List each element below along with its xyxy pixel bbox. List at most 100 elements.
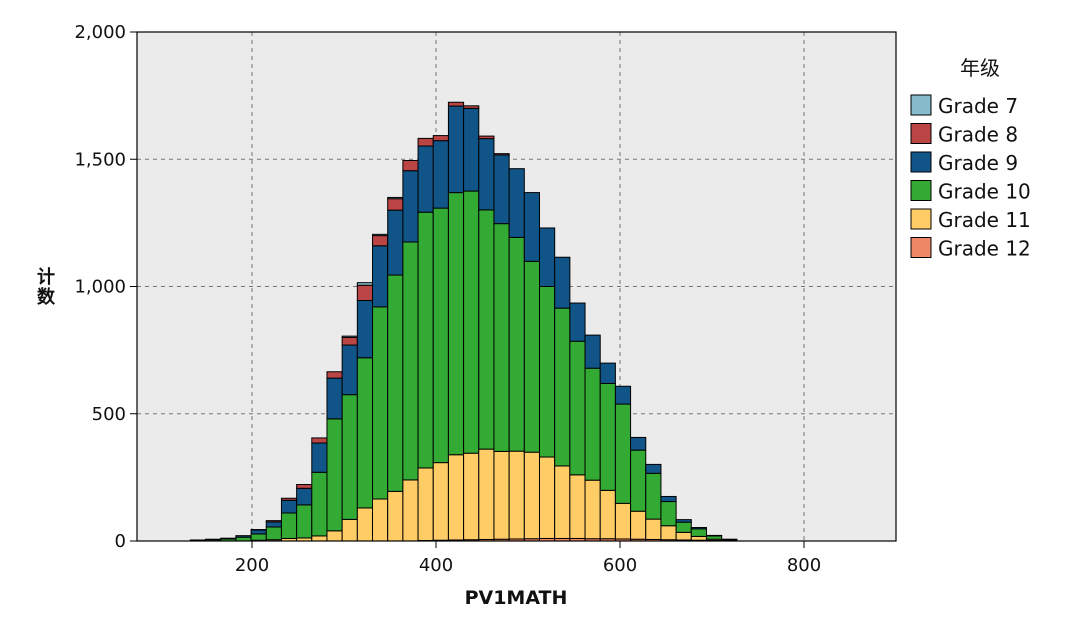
bar-segment [296,504,313,539]
legend-label: Grade 9 [938,151,1018,175]
bar-segment [660,525,677,541]
y-axis: 0 500 1,000 1,500 2,000 [74,22,137,552]
bar-segment [645,518,662,540]
bar-segment [265,526,282,541]
bar-segment [493,450,510,540]
bar-segment [614,403,632,504]
bar-segment [478,138,495,211]
bar-segment [402,479,419,542]
legend-label: Grade 8 [938,123,1018,147]
bar-segment [554,307,571,467]
bar-segment [508,450,525,540]
bar-segment [432,140,449,209]
bar-segment [250,529,267,531]
bar-segment [614,502,632,540]
bar-segment [539,456,556,539]
legend-swatch [910,237,932,258]
bar-segment [372,233,389,237]
bar-segment [569,474,586,539]
bars [189,101,738,542]
legend-label: Grade 10 [938,180,1031,204]
legend-label: Grade 7 [938,94,1018,118]
bar-segment [372,245,389,308]
bar-segment [387,209,404,276]
bar-segment [447,101,465,107]
x-tick-label: 200 [235,555,269,576]
bar-segment [660,495,677,503]
bar-segment [341,336,358,346]
bar-segment [554,256,571,309]
bar-segment [645,463,662,474]
bar-segment [630,510,647,540]
bar-segment [402,241,419,481]
bar-segment [356,284,374,301]
bar-segment [447,192,465,456]
bar-segment [614,385,632,405]
y-tick-label: 0 [115,531,126,552]
bar-segment [341,344,358,396]
bar-segment [326,371,343,379]
bar-segment [478,448,495,540]
bar-segment [250,533,267,541]
bar-segment [280,497,298,501]
bar-segment [432,207,449,464]
bar-segment [660,501,677,527]
bar-segment [539,286,556,458]
bar-segment [493,223,510,452]
bar-segment [220,537,237,540]
bar-segment [463,190,480,454]
bar-segment [432,462,449,541]
bar-segment [675,531,692,541]
bar-segment [584,367,601,481]
bar-segment [417,145,434,213]
bar-segment [387,274,404,492]
bar-segment [250,529,267,535]
bar-segment [311,535,328,542]
bar-segment [690,535,707,541]
bar-segment [311,471,328,537]
bar-segment [539,227,556,287]
legend-swatch [910,123,932,144]
bar-segment [508,236,525,452]
bar-segment [478,209,495,450]
x-tick-label: 800 [787,555,821,576]
bar-segment [387,196,404,200]
bar-segment [675,519,692,523]
bar-segment [523,451,541,540]
bar-segment [690,527,707,530]
y-tick-label: 2,000 [74,22,126,43]
bar-segment [463,452,480,541]
bar-segment [341,335,358,338]
bar-segment [569,340,586,476]
bar-segment [326,418,343,532]
bar-segment [356,299,374,359]
bar-segment [341,518,358,542]
bar-segment [417,137,434,147]
bar-segment [584,479,601,540]
bar-segment [630,449,647,512]
bar-segment [599,382,616,491]
bar-segment [402,160,419,172]
bar-segment [265,520,282,523]
bar-segment [478,135,495,140]
bar-segment [311,437,328,444]
bar-segment [265,521,282,528]
y-tick-label: 500 [92,404,126,425]
bar-segment [417,211,434,469]
bar-segment [235,535,252,538]
bar-segment [417,467,434,541]
y-axis-title: 计数 [37,266,56,308]
bar-segment [341,394,358,520]
bar-segment [554,465,571,539]
bar-segment [599,489,616,540]
legend-swatch [910,151,932,173]
y-tick-label: 1,000 [74,277,126,298]
legend-label: Grade 11 [938,208,1031,232]
bar-segment [463,105,480,109]
bar-segment [675,521,692,533]
bar-segment [387,198,404,211]
bar-segment [508,168,525,238]
bar-segment [326,377,343,420]
bar-segment [523,260,541,453]
